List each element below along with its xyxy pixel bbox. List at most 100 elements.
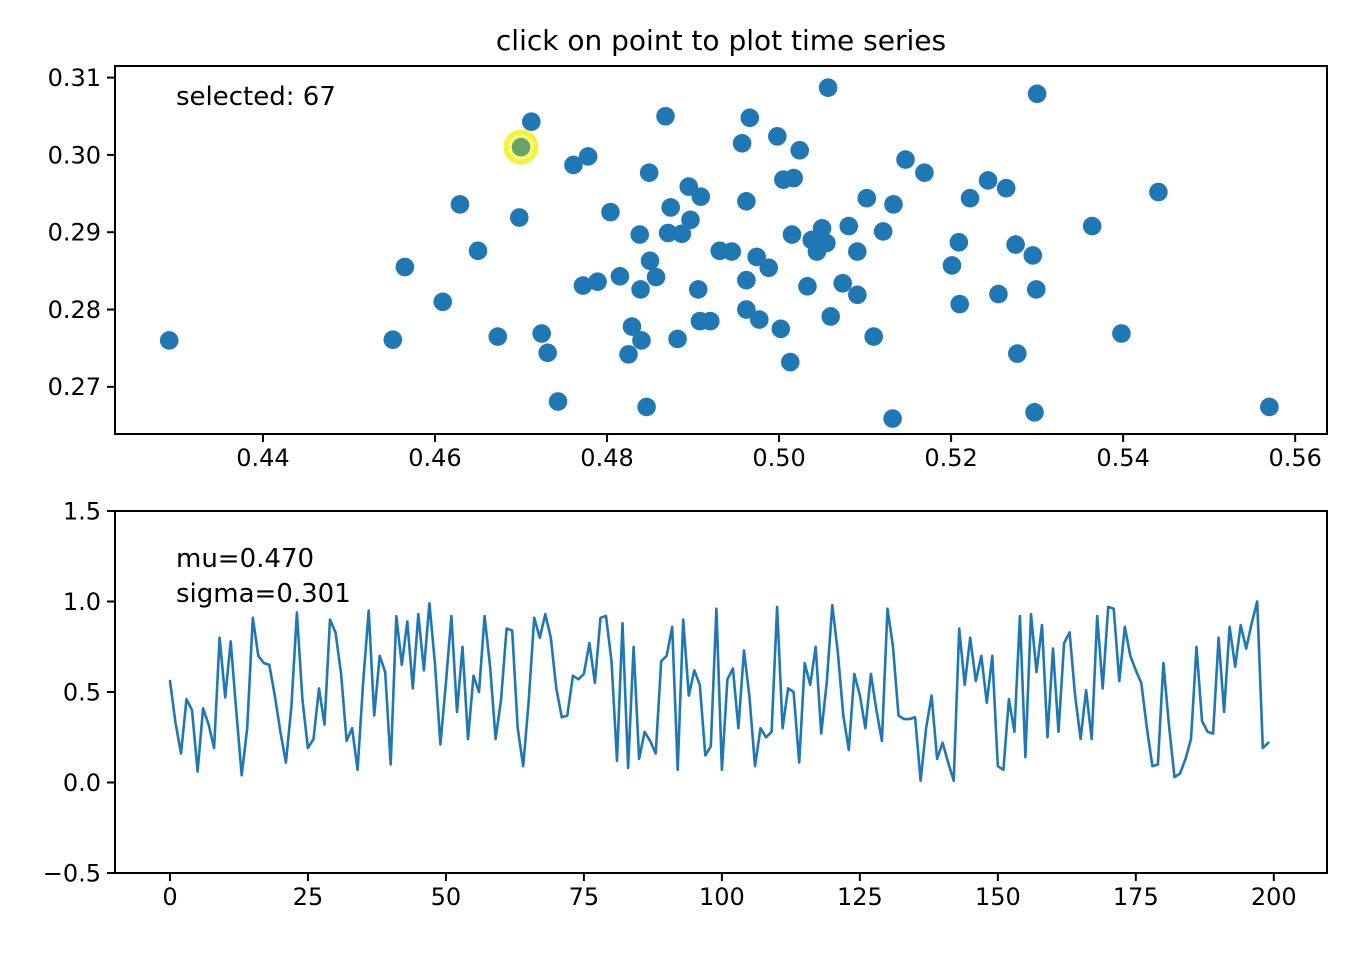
scatter-point[interactable] — [395, 257, 415, 277]
scatter-point[interactable] — [509, 208, 529, 227]
scatter-point[interactable] — [646, 267, 666, 287]
scatter-point[interactable] — [672, 224, 692, 244]
scatter-point[interactable] — [884, 195, 903, 214]
scatter-point[interactable] — [1027, 84, 1047, 104]
scatter-point[interactable] — [630, 225, 650, 244]
scatter-point[interactable] — [942, 256, 962, 275]
scatter-point[interactable] — [632, 331, 651, 350]
scatter-point[interactable] — [564, 155, 583, 175]
scatter-point[interactable] — [610, 266, 630, 286]
scatter-point[interactable] — [790, 140, 810, 160]
scatter-point[interactable] — [631, 280, 650, 299]
scatter-point[interactable] — [848, 285, 867, 305]
x-tick-label: 0.48 — [580, 444, 633, 472]
scatter-point[interactable] — [807, 242, 827, 261]
scatter-point[interactable] — [780, 352, 800, 372]
scatter-point[interactable] — [548, 392, 568, 411]
scatter-point[interactable] — [433, 292, 453, 312]
scatter-point[interactable] — [821, 307, 840, 326]
x-tick-label: 75 — [569, 883, 600, 911]
scatter-point[interactable] — [883, 409, 902, 428]
sigma-annotation: sigma=0.301 — [176, 579, 351, 609]
scatter-point[interactable] — [656, 106, 675, 126]
scatter-point[interactable] — [749, 310, 769, 329]
scatter-point[interactable] — [771, 319, 791, 339]
x-tick-label: 0.52 — [924, 444, 977, 472]
selected-index-annotation: selected: 67 — [176, 82, 336, 112]
scatter-point[interactable] — [658, 223, 678, 243]
scatter-point[interactable] — [839, 216, 859, 236]
scatter-point[interactable] — [601, 202, 620, 222]
scatter-point[interactable] — [619, 345, 638, 364]
scatter-point[interactable] — [661, 198, 680, 217]
scatter-point[interactable] — [639, 163, 659, 182]
scatter-point[interactable] — [468, 241, 488, 261]
scatter-point[interactable] — [949, 232, 969, 252]
scatter-point[interactable] — [691, 187, 711, 206]
scatter-point[interactable] — [1082, 216, 1102, 236]
scatter-point[interactable] — [1026, 280, 1046, 299]
scatter-point[interactable] — [383, 330, 403, 349]
x-tick-label: 0.54 — [1096, 444, 1149, 472]
scatter-point[interactable] — [768, 127, 787, 146]
scatter-point[interactable] — [1025, 403, 1044, 422]
selected-scatter-point[interactable] — [511, 137, 531, 157]
scatter-point[interactable] — [740, 108, 760, 128]
scatter-point[interactable] — [737, 270, 756, 290]
scatter-point[interactable] — [857, 188, 877, 208]
scatter-point[interactable] — [668, 329, 687, 349]
scatter-point[interactable] — [737, 300, 756, 319]
scatter-point[interactable] — [450, 195, 470, 214]
scatter-point[interactable] — [681, 210, 700, 230]
scatter-point[interactable] — [1008, 344, 1027, 363]
x-tick-label: 0.50 — [752, 444, 805, 472]
scatter-point[interactable] — [978, 171, 998, 190]
scatter-point[interactable] — [538, 343, 557, 363]
scatter-point[interactable] — [1023, 246, 1043, 265]
scatter-point[interactable] — [588, 272, 607, 291]
scatter-point[interactable] — [1149, 182, 1168, 202]
scatter-point[interactable] — [640, 251, 660, 271]
x-tick-label: 150 — [975, 883, 1021, 911]
y-tick-label: 0.29 — [48, 219, 101, 247]
scatter-point[interactable] — [950, 294, 970, 314]
scatter-point[interactable] — [989, 284, 1008, 304]
scatter-point[interactable] — [812, 219, 832, 238]
scatter-point[interactable] — [759, 258, 779, 278]
scatter-point[interactable] — [784, 168, 803, 188]
x-tick-label: 100 — [699, 883, 745, 911]
scatter-point[interactable] — [732, 134, 752, 153]
scatter-point[interactable] — [573, 276, 593, 295]
scatter-point[interactable] — [637, 397, 656, 417]
scatter-point[interactable] — [578, 147, 598, 166]
scatter-point[interactable] — [848, 242, 867, 261]
scatter-point[interactable] — [873, 222, 893, 241]
scatter-point[interactable] — [915, 163, 934, 182]
scatter-point[interactable] — [864, 327, 883, 346]
scatter-point[interactable] — [159, 331, 179, 350]
scatter-point[interactable] — [522, 112, 541, 131]
x-tick-label: 175 — [1113, 883, 1159, 911]
scatter-point[interactable] — [622, 317, 642, 336]
scatter-point[interactable] — [798, 277, 817, 296]
scatter-point[interactable] — [722, 242, 742, 261]
scatter-point[interactable] — [782, 225, 802, 244]
scatter-point[interactable] — [488, 327, 508, 346]
scatter-point[interactable] — [960, 188, 980, 208]
scatter-point[interactable] — [833, 273, 853, 293]
x-tick-label: 0.44 — [236, 444, 289, 472]
scatter-point[interactable] — [700, 311, 720, 331]
y-tick-label: 1.5 — [63, 497, 101, 525]
scatter-point[interactable] — [896, 150, 915, 169]
scatter-point[interactable] — [688, 280, 708, 299]
scatter-point[interactable] — [1112, 324, 1131, 343]
scatter-point[interactable] — [996, 178, 1016, 198]
scatter-point[interactable] — [532, 324, 551, 343]
scatter-point[interactable] — [1006, 235, 1025, 254]
scatter-point[interactable] — [1260, 397, 1279, 417]
scatter-point[interactable] — [737, 191, 756, 211]
scatter-point[interactable] — [818, 78, 838, 97]
scatter-point[interactable] — [747, 247, 766, 267]
